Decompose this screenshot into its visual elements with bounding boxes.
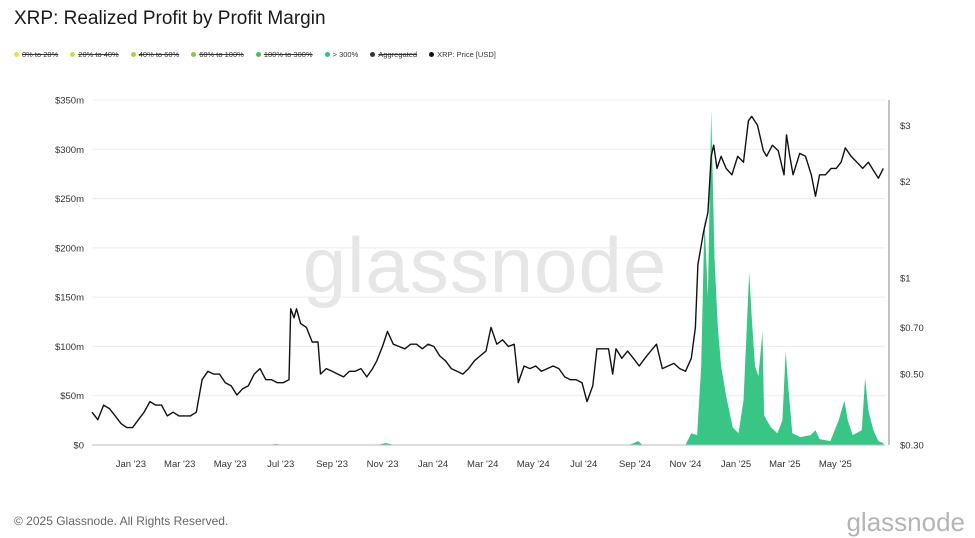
legend-item-0[interactable]: 0% to 20% [14,50,58,59]
series-line-price [91,115,884,429]
x-tick-label: Jan '25 [721,459,751,470]
y-left-tick-label: $200m [55,243,84,254]
y-right-tick-label: $1 [900,273,911,284]
x-tick-label: Jan '23 [116,459,146,470]
legend-label: 100% to 300% [263,50,313,59]
x-tick-label: Nov '23 [367,459,399,470]
y-right-tick-label: $0.30 [900,441,924,452]
x-tick-label: Mar '25 [769,459,800,470]
x-tick-label: Mar '23 [164,459,195,470]
legend-dot-icon [255,52,261,57]
chart-watermark: glassnode [303,221,668,309]
y-right-tick-label: $3 [900,121,911,132]
y-right-tick-label: $0.70 [900,323,924,334]
legend-item-5[interactable]: > 300% [324,50,359,59]
legend-dot-icon [191,52,197,57]
x-tick-label: May '24 [517,459,550,470]
x-tick-label: May '23 [214,459,247,470]
legend-item-4[interactable]: 100% to 300% [255,50,313,59]
x-tick-label: Sep '24 [619,459,651,470]
chart-axes: $0 $50m $100m $150m $200m $250m $300m $350m $0.3… [55,96,924,471]
legend-dot-icon [130,52,136,57]
x-tick-label: Nov '24 [670,459,702,470]
copyright-notice: © 2025 Glassnode. All Rights Reserved. [14,514,229,528]
x-tick-label: Jul '24 [570,459,597,470]
x-tick-label: May '25 [819,459,852,470]
legend-dot-icon [429,52,435,57]
chart-plot[interactable]: glassnode $0 $50m $100m $150m $200m $250m $300… [0,0,975,500]
legend-dot-icon [324,52,330,57]
legend-label: 40% to 60% [138,50,180,59]
y-right-tick-label: $2 [900,177,911,188]
legend-item-2[interactable]: 40% to 60% [130,50,180,59]
legend-dot-icon [14,52,19,57]
legend-label: 60% to 100% [199,50,244,59]
x-tick-label: Mar '24 [467,459,498,470]
y-left-tick-label: $250m [55,194,84,205]
y-left-tick-label: $150m [55,293,84,304]
legend-label: 20% to 40% [78,50,119,59]
legend-label: Aggregated [378,50,418,59]
chart-legend: 0% to 20% 20% to 40% 40% to 60% 60% to 1… [14,50,496,59]
x-tick-label: Sep '23 [316,459,348,470]
x-tick-label: Jul '23 [267,459,294,470]
y-left-tick-label: $0 [73,441,84,452]
legend-item-7[interactable]: XRP: Price [USD] [429,50,496,59]
chart-title: XRP: Realized Profit by Profit Margin [14,8,326,29]
y-left-tick-label: $300m [55,145,84,156]
legend-label: > 300% [332,50,359,59]
y-left-tick-label: $100m [55,342,84,353]
legend-item-3[interactable]: 60% to 100% [191,50,244,59]
brand-logo: glassnode [846,507,965,537]
legend-dot-icon [370,52,376,57]
y-left-tick-label: $350m [55,96,84,107]
chart-lines [91,115,884,429]
legend-item-6[interactable]: Aggregated [370,50,417,59]
y-left-tick-label: $50m [60,391,84,402]
y-right-tick-label: $0.50 [900,370,924,381]
legend-label: 0% to 20% [22,50,59,59]
x-tick-label: Jan '24 [418,459,448,470]
legend-item-1[interactable]: 20% to 40% [70,50,119,59]
legend-dot-icon [70,52,76,57]
legend-label: XRP: Price [USD] [437,50,496,59]
